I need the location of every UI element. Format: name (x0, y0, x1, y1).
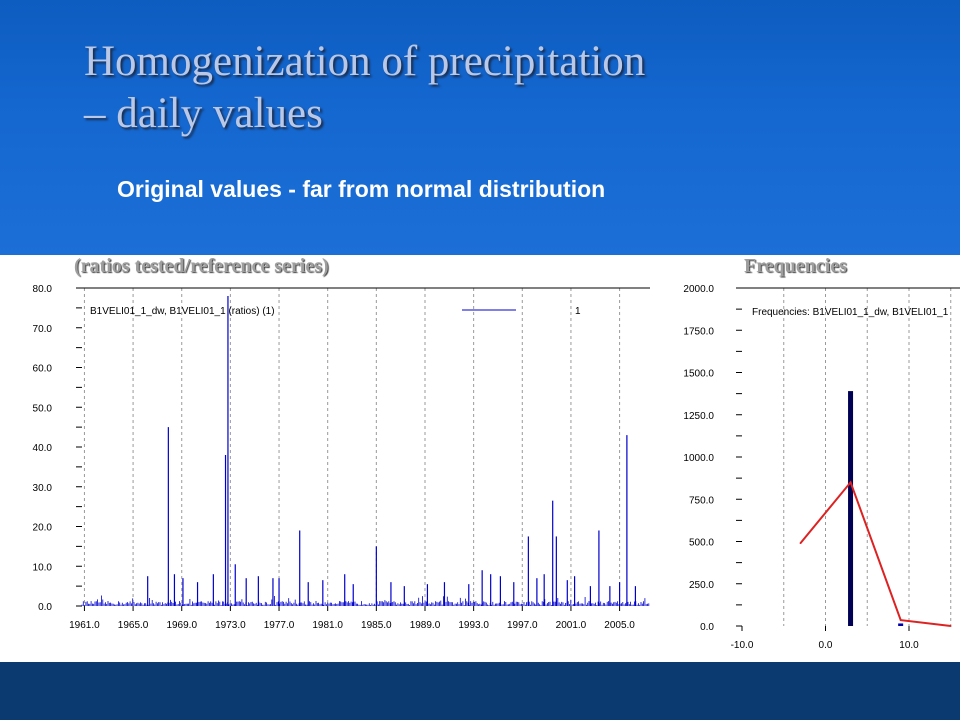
ratios-x-tick-label: 1961.0 (69, 620, 100, 631)
frequency-y-tick-label: 2000.0 (683, 284, 714, 295)
ratios-y-tick-label: 30.0 (33, 483, 53, 494)
ratios-y-tick-label: 0.0 (38, 602, 52, 613)
ratios-x-tick-label: 1981.0 (312, 620, 343, 631)
ratios-x-tick-label: 1985.0 (361, 620, 392, 631)
frequency-bar (848, 391, 854, 626)
frequency-y-tick-label: 0.0 (700, 622, 714, 633)
ratios-x-tick-label: 2005.0 (604, 620, 635, 631)
frequency-line-point (849, 481, 852, 484)
frequency-line-point (899, 619, 902, 621)
ratios-chart-legend: B1VELI01_1_dw, B1VELI01_1 (ratios) (1) 1 (90, 306, 581, 317)
ratios-legend-label: B1VELI01_1_dw, B1VELI01_1 (ratios) (1) (90, 306, 275, 317)
frequency-chart-legend: Frequencies: B1VELI01_1_dw, B1VELI01_1 (752, 307, 949, 318)
frequency-chart-axes: -10.00.010.020.030.0250.0500.0750.01000.… (683, 284, 960, 651)
bottom-band (0, 662, 960, 720)
frequency-line-point (949, 625, 952, 627)
title-band (0, 0, 960, 255)
ratios-baseline-noise (81, 595, 650, 606)
ratios-x-tick-label: 1965.0 (118, 620, 149, 631)
frequency-y-tick-label: 250.0 (689, 580, 714, 591)
frequency-y-tick-label: 500.0 (689, 538, 714, 549)
ratios-y-tick-label: 20.0 (33, 523, 53, 534)
ratios-y-tick-label: 80.0 (33, 284, 53, 295)
ratios-x-tick-label: 1989.0 (410, 620, 441, 631)
frequency-chart-heading: Frequencies (744, 255, 847, 277)
ratios-y-tick-label: 10.0 (33, 562, 53, 573)
ratios-series (81, 295, 650, 606)
ratios-y-tick-label: 40.0 (33, 443, 53, 454)
slide-subtitle: Original values - far from normal distri… (117, 176, 606, 202)
frequency-line-point (799, 542, 802, 544)
ratios-x-tick-label: 1969.0 (166, 620, 197, 631)
frequency-chart: -10.00.010.020.030.0250.0500.0750.01000.… (683, 284, 960, 651)
frequency-line (799, 480, 951, 627)
slide-title: Homogenization of precipitation – daily … (84, 36, 645, 140)
frequency-y-tick-label: 1250.0 (683, 411, 714, 422)
frequency-y-tick-label: 750.0 (689, 495, 714, 506)
frequency-bars (848, 391, 904, 626)
ratios-chart: 1961.0 1965.0 1969.0 1973.0 1977.0 1981.0 1985… (33, 284, 650, 631)
frequency-x-tick-label: 10.0 (899, 640, 919, 651)
frequency-y-tick-label: 1000.0 (683, 453, 714, 464)
ratios-x-tick-label: 1997.0 (507, 620, 538, 631)
ratios-x-tick-label: 2001.0 (556, 620, 587, 631)
frequency-bar (898, 623, 904, 626)
ratios-x-tick-label: 1977.0 (264, 620, 295, 631)
frequency-x-tick-label: 0.0 (819, 640, 833, 651)
frequency-line-series (799, 480, 952, 627)
frequency-chart-grid (783, 288, 952, 626)
slide-title-line-2: – daily values (84, 90, 323, 137)
ratios-y-tick-label: 70.0 (33, 324, 53, 335)
frequency-x-tick-label: -10.0 (731, 640, 754, 651)
ratios-y-tick-label: 60.0 (33, 364, 53, 375)
ratios-y-tick-label: 50.0 (33, 403, 53, 414)
ratios-legend-value: 1 (575, 306, 581, 317)
ratios-x-tick-label: 1973.0 (215, 620, 246, 631)
frequency-y-tick-label: 1750.0 (683, 326, 714, 337)
ratios-chart-axes: 1961.0 1965.0 1969.0 1973.0 1977.0 1981.0 1985… (33, 284, 650, 631)
ratios-chart-heading: (ratios tested/reference series) (74, 255, 329, 277)
frequency-legend-label: Frequencies: B1VELI01_1_dw, B1VELI01_1 (752, 307, 949, 318)
slide-title-line-1: Homogenization of precipitation (84, 38, 646, 85)
frequency-y-tick-label: 1500.0 (683, 369, 714, 380)
ratios-chart-grid (83, 288, 621, 606)
ratios-x-tick-label: 1993.0 (458, 620, 489, 631)
